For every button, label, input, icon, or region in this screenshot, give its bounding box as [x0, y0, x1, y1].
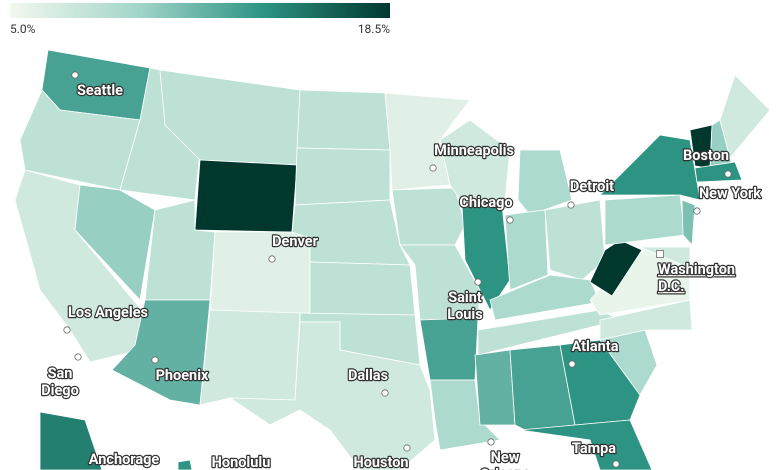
region: [439, 119, 511, 203]
city-label: Los Angeles: [68, 304, 148, 321]
city-label: Tampa: [572, 440, 616, 457]
city-label: Washington: [658, 261, 735, 278]
city-label: New: [491, 449, 520, 466]
region: [694, 161, 743, 183]
region: [519, 419, 653, 470]
city-label: Saint: [448, 289, 482, 306]
city-label: Minneapolis: [434, 142, 514, 159]
city-marker: [612, 460, 620, 468]
city-label: Anchorage: [89, 451, 160, 468]
city-marker: [71, 71, 79, 79]
region: [199, 309, 301, 406]
city-label: New York: [699, 185, 761, 202]
city-marker: [63, 326, 71, 334]
legend-label: 5.0%: [10, 22, 36, 36]
region: [639, 246, 691, 269]
city-marker: [568, 360, 576, 368]
legend: 5.0% 18.5%: [10, 3, 390, 36]
city-marker: [567, 201, 575, 209]
cities: Seattle Minneapolis Boston New York Detroit C…: [40, 71, 762, 470]
region: [559, 339, 641, 426]
city-label: Atlanta: [572, 338, 619, 355]
region: [294, 147, 391, 206]
city-marker: [429, 164, 437, 172]
city-marker: [693, 207, 701, 215]
city-label: Phoenix: [156, 367, 209, 384]
city-label: Seattle: [77, 82, 123, 99]
region: [589, 239, 643, 297]
city-label: D.C.: [658, 278, 685, 295]
region: [391, 187, 466, 246]
region: [489, 274, 601, 321]
region: [517, 149, 573, 216]
region: [111, 299, 211, 406]
region: [228, 321, 436, 470]
city-marker: [474, 278, 482, 286]
city-label: Diego: [41, 382, 79, 399]
city-label: Boston: [683, 147, 729, 164]
city-label: San: [48, 365, 73, 382]
city-label: Orleans: [480, 466, 530, 470]
region: [419, 317, 479, 381]
region: [474, 349, 516, 426]
city-label: Chicago: [459, 194, 512, 211]
region: [309, 261, 416, 316]
region: [74, 184, 156, 301]
region: [604, 194, 686, 246]
city-marker: [656, 250, 664, 258]
city-label: Louis: [447, 306, 482, 323]
city-marker: [724, 170, 732, 178]
legend-bar: [10, 3, 390, 18]
region: [39, 411, 103, 470]
city-marker: [151, 356, 159, 364]
region: [719, 74, 771, 159]
region: [296, 89, 391, 151]
region: [544, 199, 606, 281]
city-marker: [381, 389, 389, 397]
region: [599, 299, 693, 341]
legend-label: 18.5%: [358, 22, 390, 36]
city-label: Denver: [272, 233, 318, 250]
region: [429, 379, 501, 451]
city-label: Houston: [353, 454, 408, 470]
region: [599, 134, 701, 201]
city-marker: [487, 438, 495, 446]
city-marker: [74, 353, 82, 361]
region: [461, 204, 511, 311]
region: [194, 159, 298, 233]
region: [177, 459, 193, 470]
city-marker: [403, 444, 411, 452]
region: [504, 209, 549, 291]
city-label: Dallas: [348, 367, 388, 384]
regions: [14, 49, 771, 470]
city-label: Honolulu: [212, 454, 271, 470]
city-marker: [268, 255, 276, 263]
region: [681, 199, 696, 246]
city-marker: [506, 216, 514, 224]
city-label: Detroit: [570, 178, 614, 195]
